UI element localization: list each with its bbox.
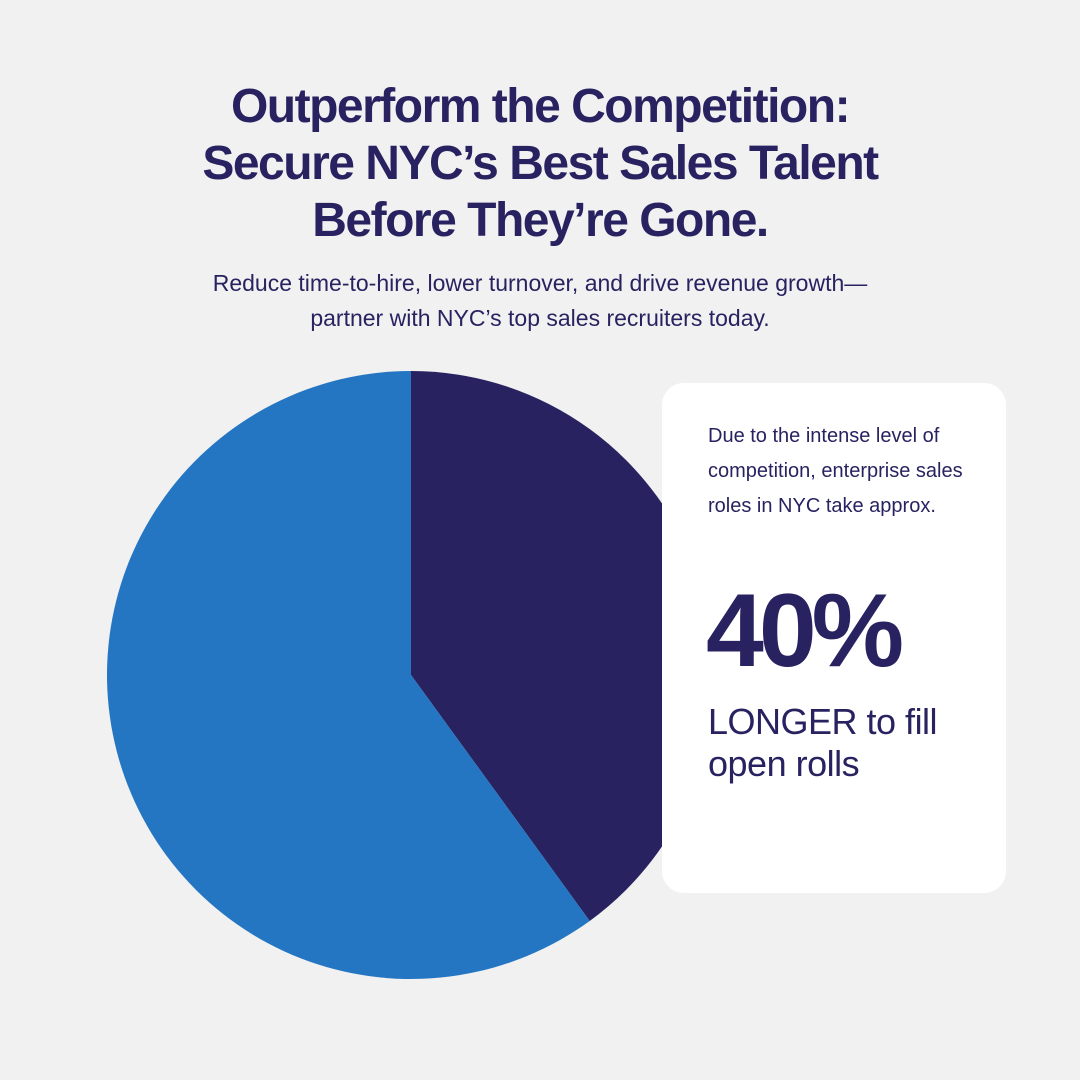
headline: Outperform the Competition: Secure NYC’s… — [40, 78, 1040, 249]
stat-card-percentage: 40% — [706, 573, 904, 689]
stat-card-tail-text: LONGER to fill open rolls — [708, 701, 938, 784]
subheadline: Reduce time-to-hire, lower turnover, and… — [40, 266, 1040, 336]
stat-card-lead-text: Due to the intense level of competition,… — [708, 425, 963, 517]
pie-slice-1 — [411, 371, 716, 921]
subheadline-line-1: Reduce time-to-hire, lower turnover, and… — [212, 270, 868, 296]
stat-card: Due to the intense level of competition,… — [662, 383, 1006, 893]
headline-line-1: Outperform the Competition: — [230, 80, 851, 133]
headline-line-2: Secure NYC’s Best Sales Talent — [202, 137, 879, 190]
subheadline-line-2: partner with NYC’s top sales recruiters … — [310, 305, 770, 331]
pie-slice-2 — [107, 371, 590, 979]
headline-line-3: Before They’re Gone. — [312, 194, 769, 247]
